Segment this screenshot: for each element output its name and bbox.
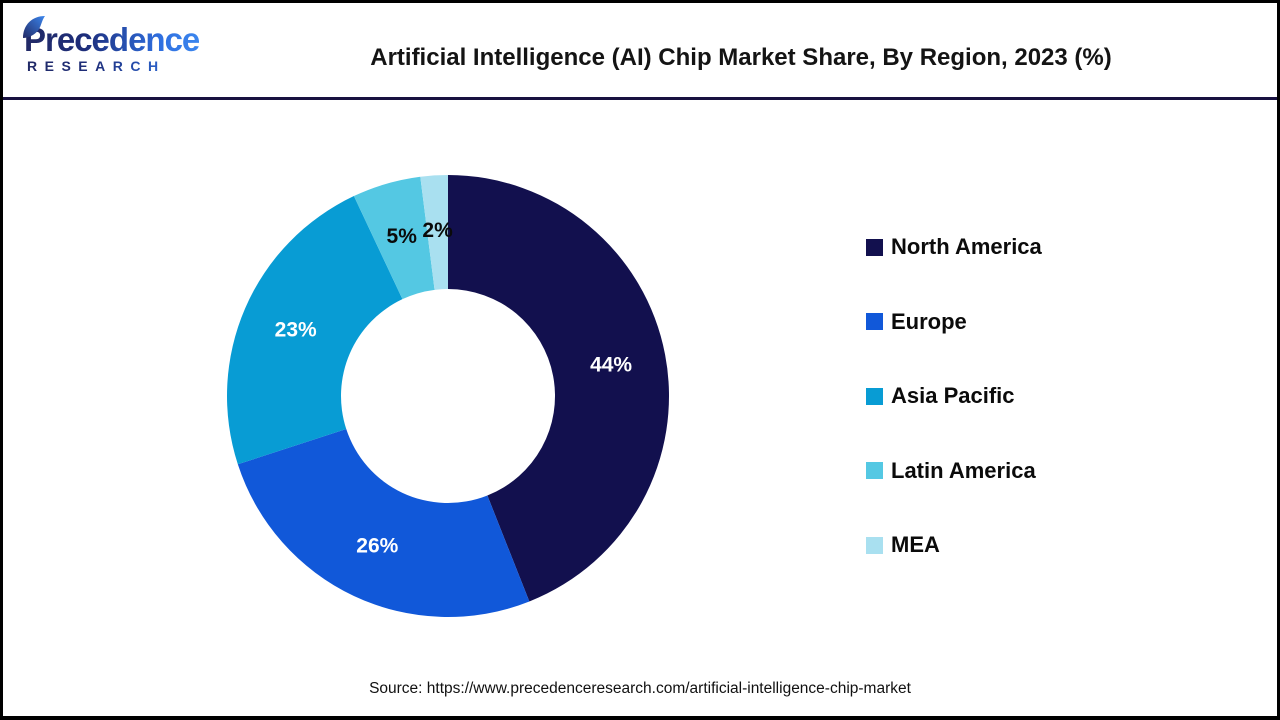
source-attribution: Source: https://www.precedenceresearch.c… <box>369 680 911 697</box>
legend-label-latin-america: Latin America <box>891 457 1036 483</box>
slice-label-mea: 2% <box>422 219 453 242</box>
slice-asia-pacific <box>227 196 403 465</box>
legend-swatch-north-america <box>866 238 883 256</box>
legend-item-europe: Europe <box>866 308 1042 334</box>
legend: North America Europe Asia Pacific Latin Ame… <box>866 235 1042 557</box>
legend-label-asia-pacific: Asia Pacific <box>891 383 1015 408</box>
slice-label-north-america: 44% <box>590 353 632 376</box>
logo-brand-text: Precedence <box>24 21 200 58</box>
legend-swatch-europe <box>866 313 883 330</box>
legend-item-latin-america: Latin America <box>866 457 1042 483</box>
legend-swatch-latin-america <box>866 462 883 479</box>
logo-brand-row: Precedence <box>23 16 224 58</box>
legend-label-north-america: North America <box>891 234 1042 259</box>
legend-item-asia-pacific: Asia Pacific <box>866 384 1042 408</box>
header: Precedence RESEARCH Artificial Intellige… <box>3 3 1277 100</box>
slice-label-latin-america: 5% <box>387 225 418 248</box>
legend-item-mea: MEA <box>866 533 1042 557</box>
slice-latin-america <box>353 176 435 300</box>
logo-subtitle-text: RESEARCH <box>24 59 224 73</box>
slice-mea <box>420 175 448 290</box>
logo-leaf-icon <box>23 16 45 38</box>
legend-swatch-asia-pacific <box>866 387 883 405</box>
slice-europe <box>237 429 530 617</box>
page-title: Artificial Intelligence (AI) Chip Market… <box>370 44 1112 71</box>
slice-label-europe: 26% <box>356 535 398 558</box>
legend-item-north-america: North America <box>866 235 1042 259</box>
precedence-research-logo: Precedence RESEARCH <box>23 16 224 73</box>
donut-chart: 44% 26% 23% 5% 2% <box>227 175 670 617</box>
slice-label-asia-pacific: 23% <box>275 319 317 342</box>
legend-swatch-mea <box>866 536 883 554</box>
legend-label-europe: Europe <box>891 308 967 334</box>
legend-label-mea: MEA <box>891 532 940 557</box>
slice-north-america <box>448 175 670 602</box>
